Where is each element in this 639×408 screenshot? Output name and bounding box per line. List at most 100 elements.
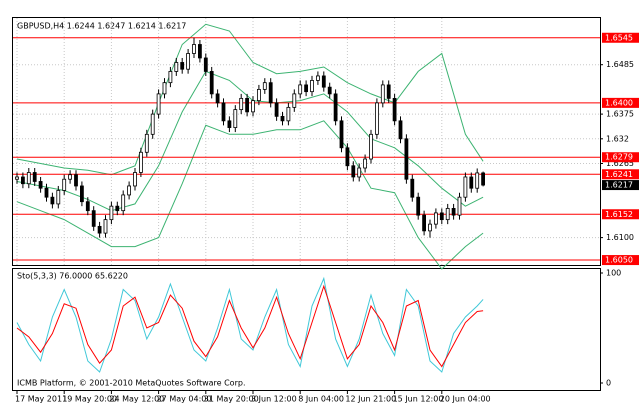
candle-body xyxy=(292,93,297,108)
candle-body xyxy=(369,133,373,160)
candle-body xyxy=(304,84,309,93)
candle-body xyxy=(91,210,96,227)
candle-body xyxy=(133,172,137,187)
level-label-box xyxy=(602,169,639,180)
candle-body xyxy=(280,115,285,122)
oscillator-pane xyxy=(12,268,601,391)
candle-body xyxy=(451,208,456,216)
candle-body xyxy=(109,205,114,221)
x-tick-label: 17 May 2011 xyxy=(15,395,67,404)
candle-body xyxy=(50,196,55,205)
candle-body xyxy=(410,178,415,198)
y-tick-label: 100 xyxy=(606,269,621,278)
y-tick-label: 1.6375 xyxy=(606,110,634,119)
candle-body xyxy=(422,214,427,232)
candle-body xyxy=(315,75,320,81)
candle-body xyxy=(469,176,474,189)
candle-body xyxy=(203,57,208,72)
y-tick-label: 0 xyxy=(606,379,611,388)
candle-body xyxy=(433,212,438,225)
candle-body xyxy=(475,172,480,189)
level-label: 1.6545 xyxy=(605,33,633,42)
price-pane xyxy=(12,17,601,266)
x-tick-label: 19 May 20:00 xyxy=(62,395,117,404)
candle-body xyxy=(445,208,450,221)
candle-body xyxy=(121,194,126,212)
level-label-box xyxy=(602,97,639,108)
candle-body xyxy=(363,158,368,169)
band-lower xyxy=(16,120,484,270)
level-label: 1.6400 xyxy=(605,98,633,107)
candle-body xyxy=(274,102,279,117)
chart-title: GBPUSD,H4 1.6244 1.6247 1.6214 1.6217 xyxy=(17,22,186,31)
candle-body xyxy=(174,62,179,72)
candle-body xyxy=(357,167,362,178)
candle-body xyxy=(245,97,250,113)
x-tick-label: 31 May 20:00 xyxy=(204,395,259,404)
candle-body xyxy=(463,176,468,198)
candle-body xyxy=(351,165,356,178)
candle-body xyxy=(457,196,462,216)
candle-body xyxy=(162,82,167,95)
candle-body xyxy=(80,185,84,203)
level-label-box xyxy=(602,152,639,163)
candle-body xyxy=(256,89,261,102)
candle-body xyxy=(38,181,43,189)
candle-body xyxy=(416,196,421,216)
candle-body xyxy=(321,75,326,88)
footer: ICMB Platform, © 2001-2010 MetaQuotes So… xyxy=(17,379,246,388)
candle-body xyxy=(439,212,444,221)
oscillator-line xyxy=(16,284,484,368)
candle-body xyxy=(103,219,108,234)
candle-body xyxy=(481,172,486,186)
level-label-box xyxy=(602,209,639,220)
candle-body xyxy=(286,106,291,122)
y-tick-label: 1.6265 xyxy=(606,159,634,168)
candle-body xyxy=(404,138,409,180)
candle-body xyxy=(186,53,191,70)
y-tick-label: 1.6100 xyxy=(606,233,634,242)
candle-body xyxy=(327,86,332,95)
x-tick-label: 15 Jun 12:00 xyxy=(393,395,444,404)
candle-body xyxy=(221,102,226,122)
candle-body xyxy=(150,113,155,135)
candle-body xyxy=(56,190,61,205)
oscillator-line xyxy=(16,276,484,373)
candle-body xyxy=(144,133,149,153)
candle-body xyxy=(138,151,143,173)
candle-body xyxy=(115,205,120,212)
candle-body xyxy=(374,102,379,135)
candle-body xyxy=(74,174,78,187)
x-tick-label: 12 Jun 21:00 xyxy=(345,395,396,404)
candle-body xyxy=(310,80,314,93)
level-label-box xyxy=(602,32,639,43)
x-tick-label: 20 Jun 04:00 xyxy=(440,395,491,404)
candle-body xyxy=(20,176,25,185)
candle-body xyxy=(428,223,432,232)
candle-body xyxy=(192,44,196,54)
candle-body xyxy=(251,100,255,113)
candle-body xyxy=(62,178,67,191)
x-tick-label: 8 Jun 04:00 xyxy=(298,395,344,404)
candle-body xyxy=(392,97,397,122)
candle-body xyxy=(209,71,214,95)
x-tick-label: 24 May 12:00 xyxy=(109,395,164,404)
oscillator-title: Sto(5,3,3) 76.0000 65.6220 xyxy=(17,272,128,281)
candle-body xyxy=(26,172,31,185)
level-label: 1.6279 xyxy=(605,153,633,162)
candle-body xyxy=(215,93,220,104)
candle-body xyxy=(380,84,385,104)
candle-body xyxy=(44,187,49,198)
candle-body xyxy=(68,174,72,180)
candle-body xyxy=(180,62,185,70)
candle-body xyxy=(227,120,232,128)
candle-body xyxy=(85,201,90,212)
candle-body xyxy=(268,82,273,104)
candle-body xyxy=(233,109,238,128)
candle-body xyxy=(32,172,37,182)
y-tick-label: 1.632 xyxy=(606,134,629,143)
candle-body xyxy=(156,93,161,115)
candle-body xyxy=(239,97,244,111)
